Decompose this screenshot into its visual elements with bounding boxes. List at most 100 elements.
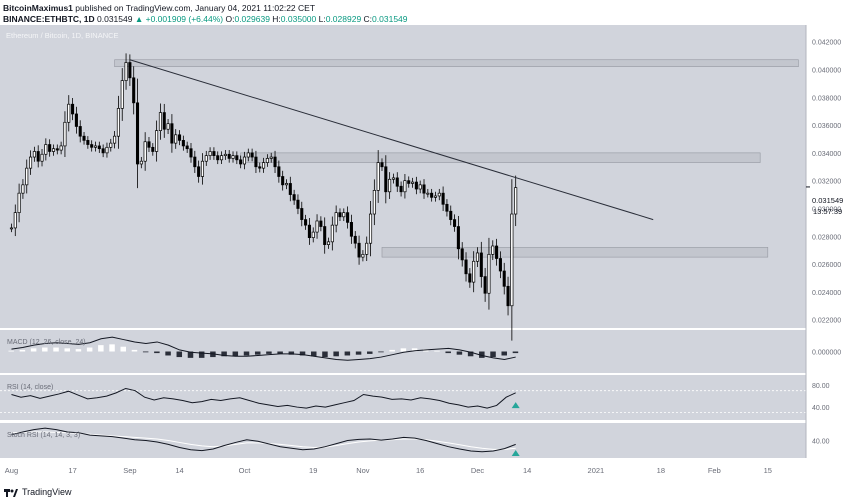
countdown-label: 13:57:39 [813,207,842,216]
time-tick-label: 19 [309,466,317,475]
macd-histogram-bar [299,351,306,356]
rsi-tick-label: 80.00 [812,383,830,390]
candle-down [181,140,185,147]
close-value: 0.031549 [372,14,408,24]
macd-histogram-bar [490,351,496,358]
candle-up [472,260,476,283]
macd-histogram-bar [131,349,138,352]
candle-down [384,166,388,193]
close-label: C: [363,14,373,24]
author-name[interactable]: BitcoinMaximus1 [3,3,73,13]
macd-histogram-bar [322,351,328,358]
candle-up [124,62,128,81]
candle-down [239,159,243,165]
rsi-line [11,387,516,409]
candle-down [464,259,468,275]
candle-up [51,148,56,152]
candle-up [246,152,250,158]
macd-histogram-bar [310,351,317,357]
time-axis[interactable]: Aug 17 Sep 14 Oct 19 Nov 16 Dec 14 2021 18 Feb 15 [5,466,772,475]
candle-up [200,160,204,177]
candle-down [74,113,78,127]
candle-up [116,108,120,137]
time-tick-label: Feb [708,466,721,475]
stoch-rsi-indicator: 40.00 [11,427,830,456]
candle-up [109,142,113,148]
publish-header: BitcoinMaximus1 published on TradingView… [3,3,315,13]
rsi-tick-label: 40.00 [812,405,830,412]
candle-down [395,177,399,187]
resistance-support-zone [114,59,799,67]
candle-down [346,212,350,223]
candle-down [304,219,308,226]
macd-histogram-bar [154,351,160,354]
candle-down [479,252,483,277]
candle-up [21,184,25,194]
candle-up [113,135,117,144]
candle-down [414,181,418,190]
open-label: O: [225,14,235,24]
candle-up [426,192,430,195]
candle-down [288,183,292,195]
candle-up [63,121,67,147]
macd-histogram-bar [30,348,37,352]
candle-up [17,192,21,213]
candle-up [120,80,124,109]
time-tick-label: 14 [523,466,531,475]
macd-histogram-bar [378,351,384,353]
macd-histogram-bar [400,348,407,352]
candle-up [93,145,98,148]
candle-down [277,166,281,177]
candle-up [388,178,392,193]
price-tick-label: 0.036000 [812,123,841,130]
candle-up [29,156,33,169]
stoch-rsi-panel-bg [0,423,806,458]
macd-indicator: 0.000000 [8,336,841,361]
candle-down [178,134,182,141]
chart-area[interactable]: 0.000000 80.00 40.00 40.00 0.042000 0.0400… [0,25,850,480]
tradingview-logo[interactable]: TradingView [4,487,72,497]
macd-line [11,336,516,361]
time-tick-label: 15 [764,466,772,475]
candle-up [403,180,407,193]
macd-histogram-bar [333,351,339,357]
candle-down [349,222,353,237]
candle-up [13,212,17,229]
candle-up [59,145,63,151]
macd-histogram-bar [198,351,205,358]
candle-down [430,192,434,198]
time-tick-label: 14 [175,466,183,475]
candle-down [48,144,52,152]
stoch-rsi-signal-arrow [511,450,520,456]
macd-histogram-bar [75,349,82,352]
time-tick-label: Aug [5,466,18,475]
currency-label: BTC [822,31,838,40]
candle-down [273,156,277,168]
symbol-header: BINANCE:ETHBTC, 1D 0.031549 ▲ +0.001909 … [3,14,408,24]
descending-trendline[interactable] [129,59,654,221]
main-panel-bg [0,25,806,328]
macd-histogram-bar [467,351,474,357]
rsi-indicator: 80.00 40.00 [0,383,830,413]
macd-tick-label: 0.000000 [812,350,841,357]
low-value: 0.028929 [325,14,362,24]
stoch-rsi-label: Stoch RSI (14, 14, 3, 3) [7,432,80,439]
macd-histogram-bar [512,351,519,354]
candle-up [231,155,235,159]
candle-up [204,155,208,162]
candle-down [151,146,155,152]
tradingview-brand: TradingView [22,487,72,497]
price-axis[interactable]: 0.042000 0.040000 0.038000 0.036000 0.034000… [805,25,841,458]
candle-down [453,219,457,227]
candle-down [357,242,361,258]
candle-up [437,192,441,197]
price-tick-label: 0.038000 [812,95,841,102]
macd-histogram-bar [254,351,261,355]
candle-down [495,245,499,259]
last-price-tag: 0.031549 13:57:39 [812,196,843,216]
candle-up [284,183,289,186]
candle-up [158,112,162,131]
candle-up [208,151,212,157]
candle-up [376,162,380,191]
candle-down [502,270,506,287]
